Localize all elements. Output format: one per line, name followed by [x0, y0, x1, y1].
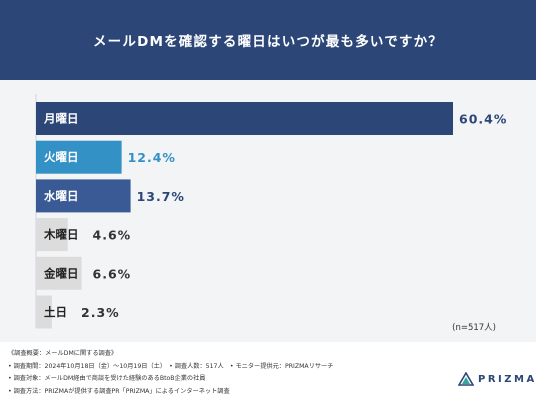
footer: 《調査概要：メールDMに関する調査》 • 調査期間：2024年10月18日（金）…	[0, 342, 536, 402]
survey-notes: 《調査概要：メールDMに関する調査》 • 調査期間：2024年10月18日（金）…	[8, 348, 333, 398]
survey-note-line: 《調査概要：メールDMに関する調査》	[8, 350, 118, 357]
bar-category-label: 火曜日	[44, 150, 79, 164]
bar-5	[36, 256, 82, 290]
chart-area: (n=517人) 月曜日 60.4% 火曜日 12.4% 水曜日 13.7% 木曜日 4.6%…	[0, 80, 536, 342]
bar-category-label: 月曜日	[43, 112, 79, 126]
bar-value-label: 12.4%	[128, 150, 176, 165]
sample-size-note: (n=517人)	[452, 323, 496, 333]
bar-3	[36, 179, 131, 213]
bar-6	[36, 295, 52, 329]
bar-chart: (n=517人) 月曜日 60.4% 火曜日 12.4% 水曜日 13.7% 木曜日 4.6%…	[35, 94, 507, 333]
prizma-logo: PRIZMA	[458, 372, 536, 386]
prizma-logo-icon	[458, 372, 474, 386]
bar-2	[36, 140, 122, 174]
bar-value-label: 60.4%	[459, 112, 507, 127]
survey-note-line: • 調査方法：PRIZMAが提供する調査PR「PRIZMA」によるインターネット…	[8, 387, 230, 395]
bar-value-label: 6.6%	[93, 266, 132, 281]
logo-text: PRIZMA	[478, 373, 536, 385]
bar-category-label: 水曜日	[44, 189, 79, 203]
header-banner: メールDMを確認する曜日はいつが最も多いですか？	[0, 0, 536, 80]
page-title: メールDMを確認する曜日はいつが最も多いですか？	[92, 34, 444, 50]
survey-note-line: • 調査対象：メールDM経由で商談を受けた経験のあるBtoB企業の社員	[8, 375, 206, 382]
bar-4	[36, 218, 68, 252]
bar-category-label: 土日	[44, 305, 67, 319]
bar-value-label: 2.3%	[81, 305, 120, 320]
bar-category-label: 金曜日	[43, 266, 79, 280]
bar-value-label: 4.6%	[93, 228, 132, 243]
bar-1	[36, 102, 453, 135]
bar-category-label: 木曜日	[43, 228, 79, 242]
survey-note-line: • 調査期間：2024年10月18日（金）〜10月19日（土） • 調査人数：5…	[8, 362, 334, 370]
bar-value-label: 13.7%	[137, 189, 185, 204]
